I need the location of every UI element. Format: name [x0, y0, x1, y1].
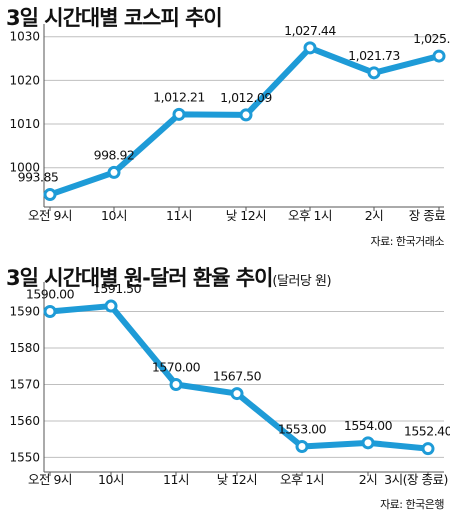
data-point: [169, 377, 183, 391]
chart-title: 3일 시간대별 원-달러 환율 추이(달러당 원): [6, 262, 332, 292]
kospi-chart: 3일 시간대별 코스피 추이 1000 1010 1020 1030 오전 9시 10시 1…: [0, 0, 450, 250]
y-tick-label: 1030: [9, 30, 40, 44]
data-point: [107, 165, 121, 179]
kospi-chart-svg: 1000 1010 1020 1030 오전 9시 10시 11시 낮 12시 오후 1시 2시 장…: [9, 23, 450, 223]
y-tick-label: 1020: [9, 73, 40, 87]
y-tick-label: 1580: [9, 341, 40, 355]
exchange-rate-chart: 3일 시간대별 원-달러 환율 추이(달러당 원) 1550 1560 1570 15…: [0, 258, 450, 514]
data-point: [43, 305, 57, 319]
x-tick-label: 장 종료: [409, 208, 445, 223]
y-tick-label: 1570: [9, 377, 40, 391]
data-label: 1591.50: [93, 281, 142, 296]
data-label: 993.85: [18, 170, 59, 185]
data-label: 1,012.09: [220, 90, 272, 105]
data-label: 1,027.44: [284, 23, 336, 38]
data-point: [367, 66, 381, 80]
y-tick-label: 1550: [9, 450, 40, 464]
data-point: [239, 108, 253, 122]
x-tick-label: 10시: [101, 208, 127, 223]
x-tick-label: 오전 9시: [28, 472, 72, 487]
data-label: 998.92: [94, 147, 135, 162]
data-point: [295, 439, 309, 453]
x-tick-label: 오후 1시: [280, 472, 324, 487]
chart-source: 자료: 한국거래소: [370, 235, 444, 248]
exchange-rate-chart-svg: 1550 1560 1570 1580 1590 오전 9시 10시 11시 낮 12시 오후 1…: [9, 281, 450, 487]
y-tick-label: 1000: [9, 161, 40, 175]
data-point: [104, 299, 118, 313]
x-tick-label: 2시: [359, 472, 377, 487]
chart-title-text: 3일 시간대별 원-달러 환율 추이: [6, 266, 273, 290]
data-point: [303, 41, 317, 55]
x-tick-label: 2시: [365, 208, 383, 223]
data-label: 1590.00: [26, 287, 75, 302]
chart-title: 3일 시간대별 코스피 추이: [6, 6, 223, 30]
data-label: 1,021.73: [348, 48, 400, 63]
x-tick-label: 낮 12시: [217, 472, 257, 487]
x-tick-label: 오후 1시: [288, 208, 332, 223]
data-point: [432, 49, 446, 63]
data-label: 1554.00: [344, 418, 393, 433]
x-tick-label: 11시: [163, 472, 189, 487]
x-tick-label: 낮 12시: [226, 208, 266, 223]
data-label: 1552.40: [404, 424, 450, 439]
data-label: 1570.00: [152, 359, 201, 374]
data-label: 1567.50: [213, 369, 262, 384]
x-tick-label: 10시: [98, 472, 124, 487]
data-point: [361, 436, 375, 450]
chart-source: 자료: 한국은행: [380, 498, 444, 511]
y-tick-label: 1560: [9, 414, 40, 428]
y-tick-label: 1010: [9, 117, 40, 131]
data-point: [230, 387, 244, 401]
data-label: 1,012.21: [153, 89, 205, 104]
chart-unit-note: (달러당 원): [272, 274, 332, 289]
data-label: 1553.00: [278, 421, 327, 436]
x-tick-label: 3시(장 종료): [384, 472, 448, 487]
data-point: [421, 442, 435, 456]
x-tick-label: 11시: [166, 208, 192, 223]
y-tick-label: 1590: [9, 305, 40, 319]
data-point: [172, 107, 186, 121]
data-label: 1,025.57: [413, 31, 450, 46]
data-point: [43, 188, 57, 202]
x-tick-label: 오전 9시: [28, 208, 72, 223]
